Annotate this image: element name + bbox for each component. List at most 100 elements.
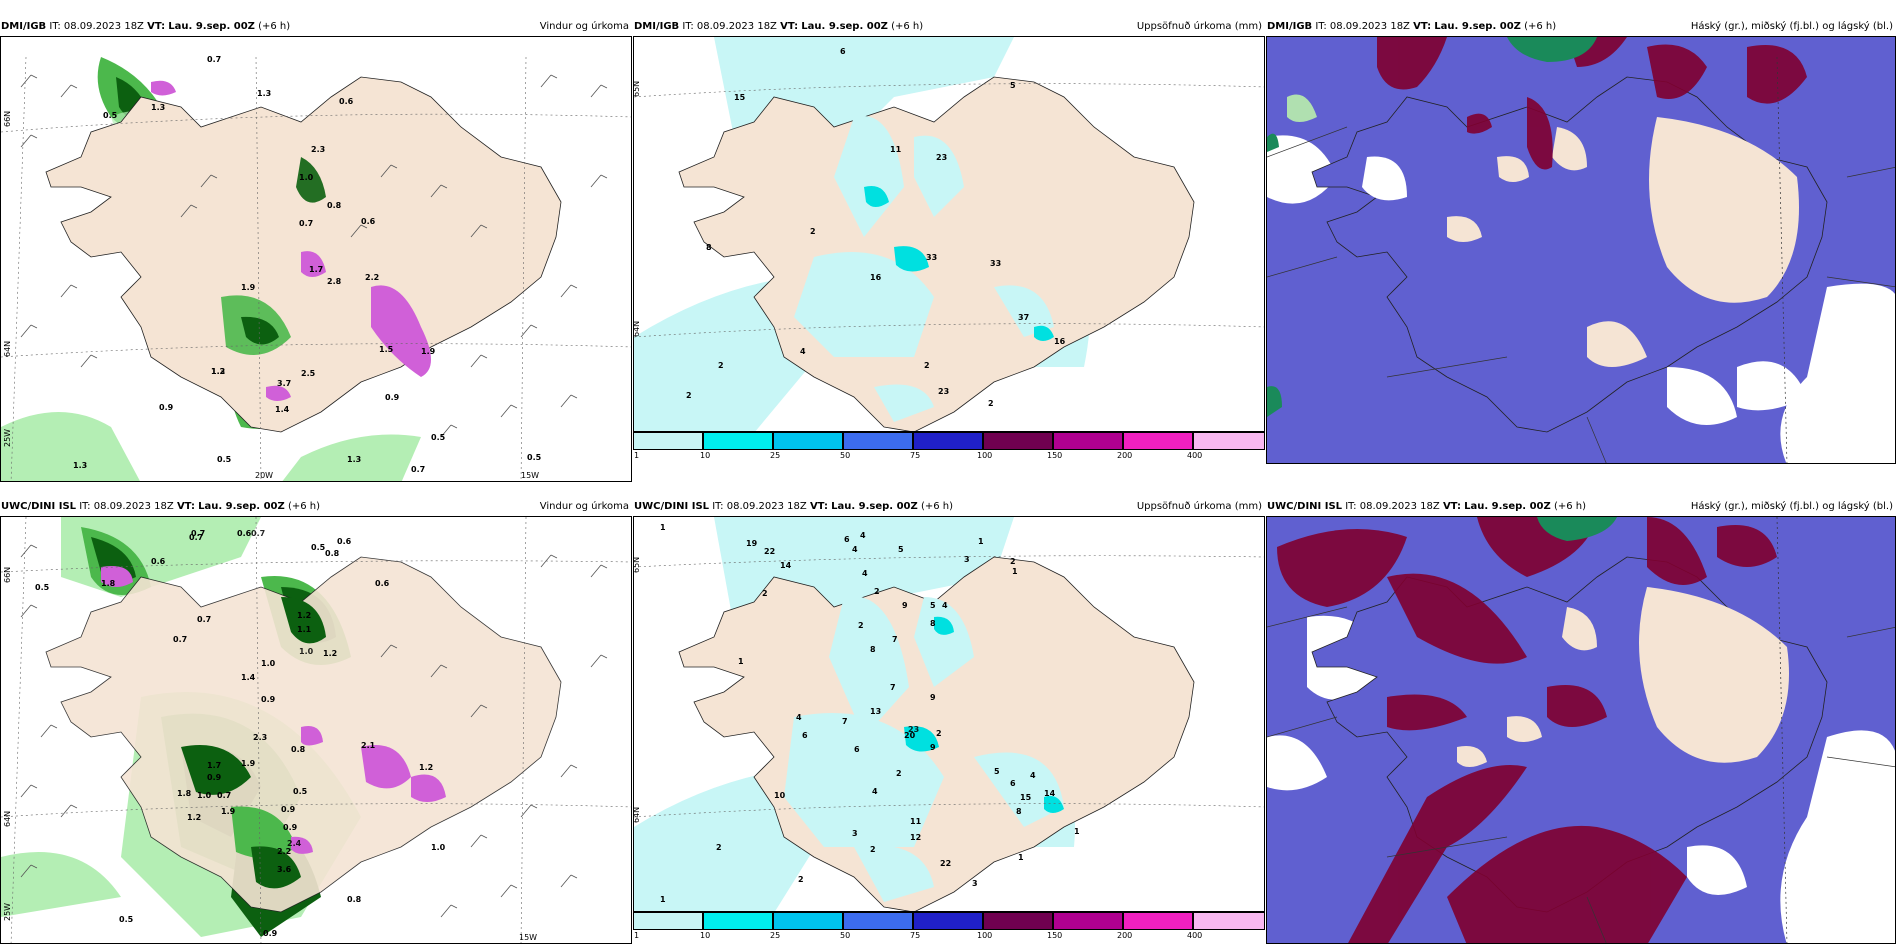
clear-sky-areas bbox=[1267, 94, 1895, 463]
boundaries bbox=[1267, 517, 1895, 943]
precip-value: 1.3 bbox=[151, 103, 166, 112]
precip-value: 1.1 bbox=[297, 625, 312, 634]
map-area: 6 15 5 11 23 8 33 33 16 37 2 4 2 2 2 2 2… bbox=[633, 36, 1265, 432]
precip-value: 0.6 bbox=[237, 529, 252, 538]
precip-value: 14 bbox=[1044, 789, 1056, 798]
colorbar-swatch bbox=[983, 432, 1053, 450]
precip-value: 1.2 bbox=[323, 649, 338, 658]
precip-value: 0.8 bbox=[327, 201, 342, 210]
lat-label: 64N bbox=[3, 340, 12, 357]
colorbar-tick: 400 bbox=[1187, 451, 1203, 460]
precip-value: 0.7 bbox=[173, 635, 188, 644]
colorbar-tick: 10 bbox=[700, 451, 711, 460]
colorbar-tick: 1 bbox=[634, 451, 640, 460]
precip-value: 0.5 bbox=[527, 453, 542, 462]
colorbar-tick: 25 bbox=[770, 931, 781, 940]
precip-value: 2.3 bbox=[253, 733, 268, 742]
precip-value: 0.9 bbox=[283, 823, 298, 832]
panel-header: DMI/IGB IT: 08.09.2023 18Z VT: Lau. 9.se… bbox=[0, 18, 632, 36]
colorbar-swatch bbox=[773, 912, 843, 930]
colorbar-swatch bbox=[633, 912, 703, 930]
precip-value: 3.6 bbox=[277, 865, 292, 874]
precip-value: 1.3 bbox=[257, 89, 272, 98]
graticule bbox=[1, 517, 631, 943]
precip-value: 8 bbox=[870, 645, 876, 654]
precip-value: 3.7 bbox=[277, 379, 292, 388]
precip-over-land bbox=[151, 80, 431, 401]
precip-value: 0.7 bbox=[189, 533, 204, 542]
precip-value: 1 bbox=[1018, 853, 1024, 862]
precip-value: 1.3 bbox=[211, 367, 226, 376]
precip-value: 11 bbox=[910, 817, 922, 826]
precip-value: 19 bbox=[746, 539, 758, 548]
colorbar-swatch bbox=[1053, 912, 1123, 930]
colorbar-tick: 25 bbox=[770, 451, 781, 460]
map-area: 0.7 1.3 0.6 0.5 1.3 2.3 1.0 0.8 0.7 0.6 … bbox=[0, 36, 632, 482]
map-svg bbox=[1267, 517, 1895, 943]
clear-sky-areas bbox=[1267, 615, 1895, 943]
highlevel-cloud bbox=[1537, 517, 1617, 541]
panel-title: Uppsöfnuð úrkoma (mm) bbox=[1136, 21, 1262, 32]
map-svg bbox=[1, 56, 631, 481]
precip-over-land bbox=[101, 566, 446, 889]
colorbar-tick: 200 bbox=[1117, 931, 1133, 940]
precip-value: 0.9 bbox=[261, 695, 276, 704]
precip-value: 1.9 bbox=[241, 759, 256, 768]
map-area bbox=[1266, 36, 1896, 464]
precip-value: 4 bbox=[852, 545, 858, 554]
precip-value: 4 bbox=[942, 601, 948, 610]
panel-title: Vindur og úrkoma bbox=[539, 21, 629, 32]
panel-accum-precip-dmi: DMI/IGB IT: 08.09.2023 18Z VT: Lau. 9.se… bbox=[633, 18, 1265, 464]
colorbar-tick: 1 bbox=[634, 931, 640, 940]
colorbar-tick: 10 bbox=[700, 931, 711, 940]
precip-value: 1.7 bbox=[309, 265, 324, 274]
precip-value: 2 bbox=[762, 589, 768, 598]
precip-value: 1 bbox=[1074, 827, 1080, 836]
precip-value: 4 bbox=[800, 347, 806, 356]
precip-value: 0.6 bbox=[337, 537, 352, 546]
precip-value: 6 bbox=[844, 535, 850, 544]
precip-value: 0.5 bbox=[35, 583, 50, 592]
colorbar-swatch bbox=[703, 912, 773, 930]
precip-value: 3 bbox=[852, 829, 858, 838]
precip-value: 6 bbox=[1010, 779, 1016, 788]
precip-value: 4 bbox=[860, 531, 866, 540]
precip-value: 2 bbox=[870, 845, 876, 854]
panel-accum-precip-uwc: UWC/DINI ISL IT: 08.09.2023 18Z VT: Lau.… bbox=[633, 498, 1265, 944]
colorbar-swatch bbox=[843, 432, 913, 450]
colorbar-swatch bbox=[913, 432, 983, 450]
panel-header: UWC/DINI ISL IT: 08.09.2023 18Z VT: Lau.… bbox=[1266, 498, 1896, 516]
panel-title: Háský (gr.), miðský (fj.bl.) og lágský (… bbox=[1690, 501, 1893, 512]
precip-value: 1 bbox=[1012, 567, 1018, 576]
precip-value: 2 bbox=[858, 621, 864, 630]
panel-header: DMI/IGB IT: 08.09.2023 18Z VT: Lau. 9.se… bbox=[1266, 18, 1896, 36]
colorbar-swatch bbox=[1193, 432, 1265, 450]
lat-label: 66N bbox=[3, 566, 12, 583]
precip-value: 0.9 bbox=[159, 403, 174, 412]
panel-header: UWC/DINI ISL IT: 08.09.2023 18Z VT: Lau.… bbox=[0, 498, 632, 516]
map-svg bbox=[634, 517, 1264, 911]
precip-value: 1.9 bbox=[421, 347, 436, 356]
precip-value: 1.0 bbox=[299, 647, 314, 656]
precip-value: 4 bbox=[1030, 771, 1036, 780]
precip-value: 0.9 bbox=[263, 929, 278, 938]
precip-value: 0.6 bbox=[375, 579, 390, 588]
precip-value: 1 bbox=[738, 657, 744, 666]
colorbar-tick: 150 bbox=[1047, 451, 1063, 460]
colorbar-swatch bbox=[1053, 432, 1123, 450]
precip-value: 1 bbox=[660, 523, 666, 532]
lon-label: 15W bbox=[519, 933, 538, 942]
precip-value: 0.5 bbox=[217, 455, 232, 464]
colorbar-swatch bbox=[773, 432, 843, 450]
colorbar-swatch bbox=[1123, 432, 1193, 450]
lat-label: 65N bbox=[633, 556, 641, 573]
colorbar-swatch bbox=[703, 432, 773, 450]
colorbar: 1 10 25 50 75 100 150 200 400 bbox=[633, 912, 1265, 942]
precip-value: 1.0 bbox=[299, 173, 314, 182]
precip-value: 16 bbox=[870, 273, 882, 282]
precip-value: 1.3 bbox=[347, 455, 362, 464]
precip-value: 2 bbox=[798, 875, 804, 884]
map-svg bbox=[634, 37, 1264, 431]
lon-label: 25W bbox=[3, 428, 12, 447]
precip-value: 2.2 bbox=[277, 847, 292, 856]
